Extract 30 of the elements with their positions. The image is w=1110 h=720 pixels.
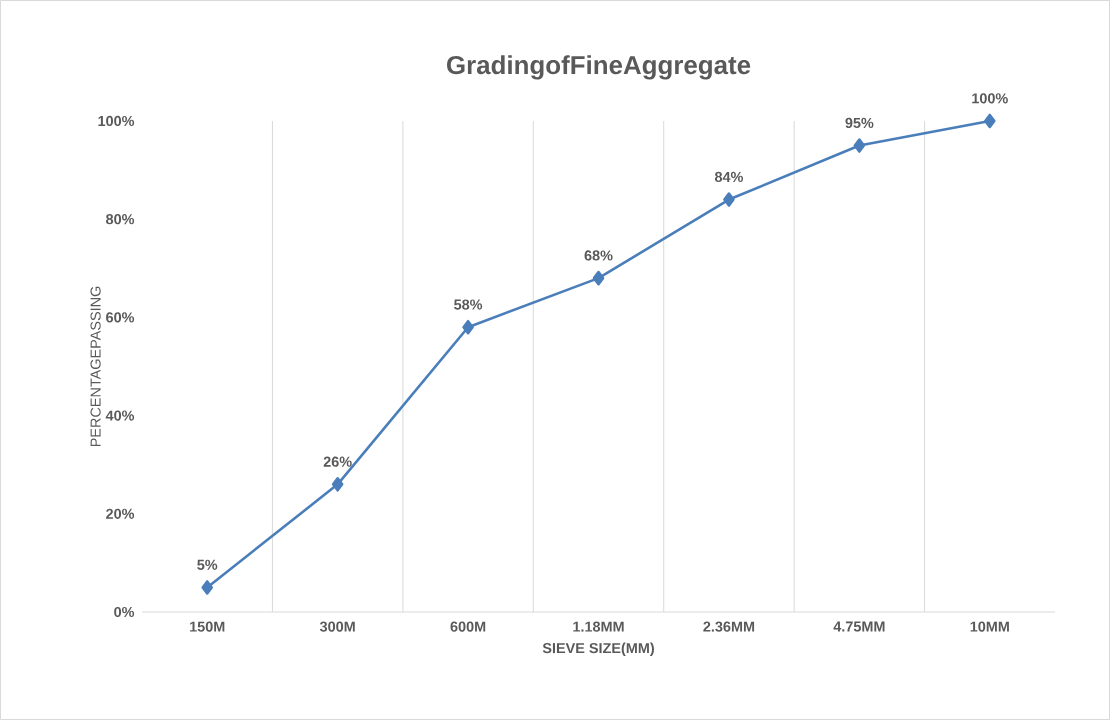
data-label: 68% (584, 250, 613, 261)
y-tick-label: 60% (106, 312, 135, 323)
data-label: 100% (972, 93, 1008, 104)
x-tick-label: 2.36MM (703, 621, 755, 632)
point (201, 580, 214, 595)
x-tick-label: 10MM (970, 621, 1009, 632)
x-axis-title: SIEVE SIZE(MM) (542, 642, 654, 657)
point (592, 270, 605, 286)
point (331, 477, 344, 492)
x-tick-label: 600M (450, 621, 486, 632)
x-tick-label: 300M (319, 621, 355, 632)
x-tick-label: 1.18MM (573, 621, 624, 632)
y-tick-label: 20% (106, 508, 135, 519)
point (984, 113, 996, 129)
y-axis-title: PERCENTAGEPASSING (90, 286, 101, 447)
y-tick-label: 100% (98, 115, 135, 127)
x-tick-label: 150M (190, 621, 225, 632)
data-label: 26% (323, 456, 352, 467)
data-label: 95% (845, 117, 874, 129)
chart-title: GradingofFineAggregate (447, 55, 751, 80)
point (462, 319, 474, 335)
y-tick-label: 80% (106, 214, 135, 225)
x-tick-label: 4.75MM (833, 621, 885, 632)
data-label: 5% (197, 559, 218, 570)
data-label: 84% (714, 171, 744, 183)
data-label: 58% (454, 299, 483, 310)
y-tick-label: 0% (114, 606, 135, 618)
point (723, 192, 735, 207)
y-tick-label: 40% (105, 410, 135, 421)
point (853, 138, 866, 153)
